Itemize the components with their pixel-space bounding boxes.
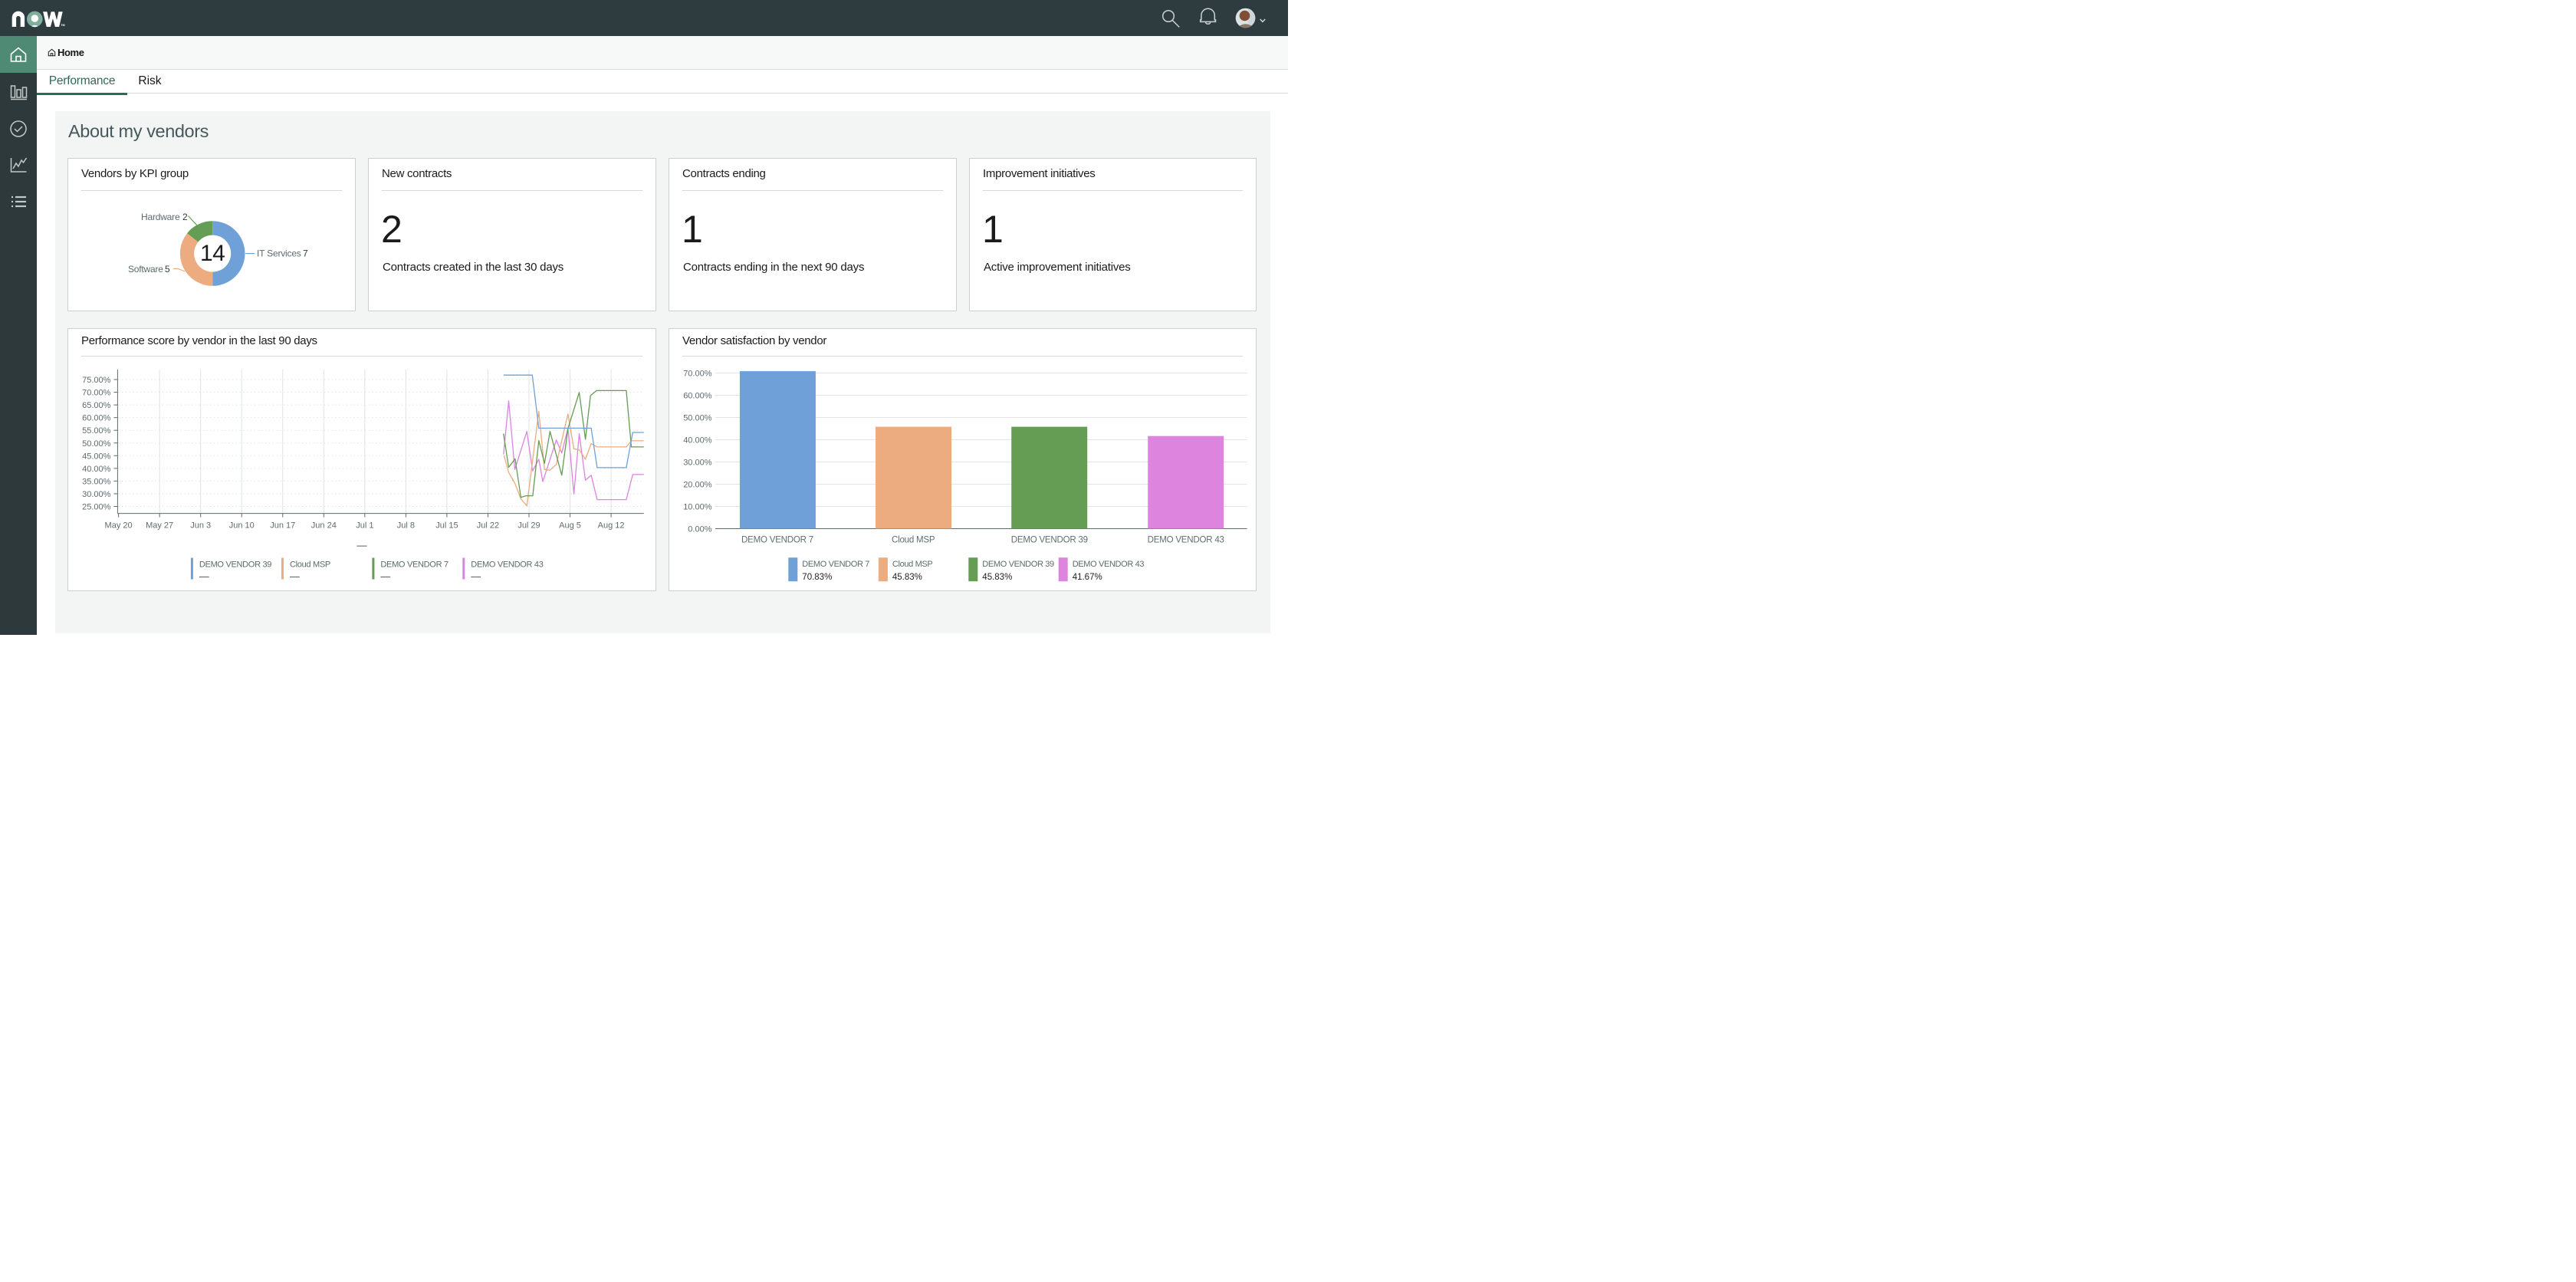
svg-text:60.00%: 60.00% [683, 392, 712, 401]
svg-text:Jul 15: Jul 15 [435, 521, 458, 531]
svg-text:30.00%: 30.00% [82, 490, 111, 499]
svg-text:––: –– [471, 573, 481, 582]
svg-text:2: 2 [182, 212, 188, 222]
svg-text:May 20: May 20 [105, 521, 133, 531]
svg-text:Jul 22: Jul 22 [477, 521, 499, 531]
svg-text:Jul 1: Jul 1 [356, 521, 373, 531]
svg-text:50.00%: 50.00% [683, 414, 712, 423]
svg-text:IT Services: IT Services [257, 248, 301, 259]
svg-text:35.00%: 35.00% [82, 477, 111, 486]
svg-text:Software: Software [128, 264, 163, 274]
svg-text:––: –– [199, 573, 209, 582]
svg-text:50.00%: 50.00% [82, 439, 111, 449]
svg-text:DEMO VENDOR 7: DEMO VENDOR 7 [802, 560, 869, 569]
svg-text:DEMO VENDOR 7: DEMO VENDOR 7 [380, 560, 449, 570]
svg-text:Hardware: Hardware [141, 212, 180, 222]
svg-text:Jun 10: Jun 10 [229, 521, 255, 531]
svg-text:25.00%: 25.00% [82, 503, 111, 512]
svg-text:Cloud MSP: Cloud MSP [892, 536, 935, 545]
svg-text:40.00%: 40.00% [82, 465, 111, 474]
svg-text:DEMO VENDOR 43: DEMO VENDOR 43 [471, 560, 543, 570]
svg-text:May 27: May 27 [146, 521, 173, 531]
svg-text:DEMO VENDOR 39: DEMO VENDOR 39 [199, 560, 271, 570]
svg-text:DEMO VENDOR 43: DEMO VENDOR 43 [1148, 536, 1224, 545]
svg-text:45.83%: 45.83% [892, 573, 922, 582]
svg-text:30.00%: 30.00% [683, 459, 712, 468]
svg-text:Cloud MSP: Cloud MSP [290, 560, 330, 570]
svg-text:DEMO VENDOR 7: DEMO VENDOR 7 [741, 536, 813, 545]
svg-text:––: –– [380, 573, 390, 582]
svg-text:Jun 24: Jun 24 [311, 521, 337, 531]
svg-text:0.00%: 0.00% [688, 525, 711, 534]
svg-text:Cloud MSP: Cloud MSP [892, 560, 932, 569]
svg-text:70.83%: 70.83% [802, 573, 832, 582]
svg-text:DEMO VENDOR 39: DEMO VENDOR 39 [982, 560, 1054, 569]
svg-text:55.00%: 55.00% [82, 426, 111, 436]
svg-text:Jun 17: Jun 17 [270, 521, 295, 531]
svg-text:7: 7 [303, 248, 308, 259]
svg-text:70.00%: 70.00% [683, 370, 712, 379]
svg-text:20.00%: 20.00% [683, 481, 712, 490]
svg-text:DEMO VENDOR 43: DEMO VENDOR 43 [1073, 560, 1145, 569]
svg-text:TM: TM [61, 24, 64, 27]
svg-text:Jul 8: Jul 8 [397, 521, 415, 531]
svg-text:Jun 3: Jun 3 [190, 521, 211, 531]
svg-text:60.00%: 60.00% [82, 414, 111, 423]
svg-text:––: –– [356, 540, 367, 551]
svg-text:14: 14 [200, 241, 225, 266]
svg-text:75.00%: 75.00% [82, 376, 111, 385]
svg-text:70.00%: 70.00% [82, 389, 111, 398]
svg-text:45.00%: 45.00% [82, 452, 111, 461]
svg-text:65.00%: 65.00% [82, 401, 111, 410]
svg-text:Jul 29: Jul 29 [518, 521, 540, 531]
svg-text:10.00%: 10.00% [683, 503, 712, 512]
svg-text:5: 5 [165, 264, 170, 274]
svg-text:DEMO VENDOR 39: DEMO VENDOR 39 [1011, 536, 1088, 545]
svg-text:41.67%: 41.67% [1073, 573, 1102, 582]
svg-text:Aug 5: Aug 5 [559, 521, 581, 531]
svg-text:––: –– [290, 573, 300, 582]
svg-text:Aug 12: Aug 12 [598, 521, 625, 531]
svg-text:45.83%: 45.83% [982, 573, 1012, 582]
svg-text:40.00%: 40.00% [683, 436, 712, 445]
